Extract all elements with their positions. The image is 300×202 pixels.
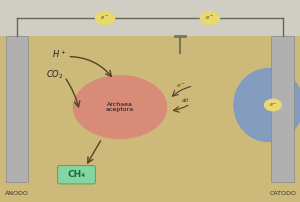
Bar	[0, 36, 300, 202]
Text: att: att	[182, 99, 189, 103]
Text: $e^-$: $e^-$	[100, 14, 109, 22]
Ellipse shape	[234, 69, 300, 141]
Text: $e^-$: $e^-$	[206, 14, 214, 22]
Circle shape	[74, 76, 166, 138]
Bar	[272, 36, 294, 182]
Text: Archaea
aceptora: Archaea aceptora	[106, 102, 134, 113]
Text: CH₄: CH₄	[68, 170, 85, 179]
Text: $H^+$: $H^+$	[52, 49, 67, 60]
Text: ÁNODO: ÁNODO	[5, 191, 29, 196]
Circle shape	[265, 99, 281, 111]
Bar	[6, 36, 28, 182]
FancyBboxPatch shape	[58, 166, 95, 184]
Circle shape	[95, 12, 115, 25]
Text: $e^-$: $e^-$	[176, 82, 187, 90]
Bar	[0, 0, 300, 36]
Text: CÁTODO: CÁTODO	[269, 191, 296, 196]
Text: $CO_2$: $CO_2$	[46, 68, 64, 81]
Circle shape	[200, 12, 220, 25]
Text: $e^-$: $e^-$	[269, 101, 277, 109]
